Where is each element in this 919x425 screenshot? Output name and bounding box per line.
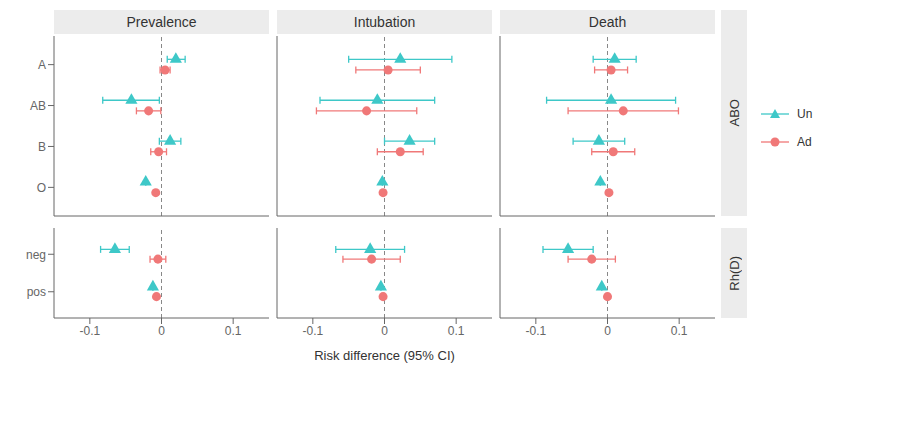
html-text:Rh(D): Rh(D) — [726, 255, 742, 291]
html-text:Intubation: Intubation — [353, 14, 416, 30]
html-text:Prevalence: Prevalence — [126, 14, 197, 30]
html-text:Un: Un — [797, 107, 813, 121]
svg-text:O: O — [37, 181, 46, 195]
svg-text:0: 0 — [381, 324, 388, 338]
svg-text:A: A — [38, 58, 46, 72]
svg-text:-0.1: -0.1 — [79, 324, 100, 338]
svg-text:-0.1: -0.1 — [302, 324, 323, 338]
html-text:Death: Death — [588, 14, 627, 30]
svg-text:pos: pos — [27, 285, 46, 299]
svg-text:neg: neg — [26, 248, 46, 262]
html-text:Risk difference (95% CI): Risk difference (95% CI) — [314, 348, 455, 363]
html-text:Ad: Ad — [797, 135, 812, 149]
svg-text:0.1: 0.1 — [448, 324, 465, 338]
svg-text:0.1: 0.1 — [671, 324, 688, 338]
svg-text:0: 0 — [158, 324, 165, 338]
svg-text:-0.1: -0.1 — [525, 324, 546, 338]
svg-text:B: B — [38, 140, 46, 154]
svg-text:0.1: 0.1 — [225, 324, 242, 338]
svg-text:0: 0 — [604, 324, 611, 338]
svg-text:AB: AB — [30, 99, 46, 113]
html-text:ABO: ABO — [726, 99, 742, 127]
